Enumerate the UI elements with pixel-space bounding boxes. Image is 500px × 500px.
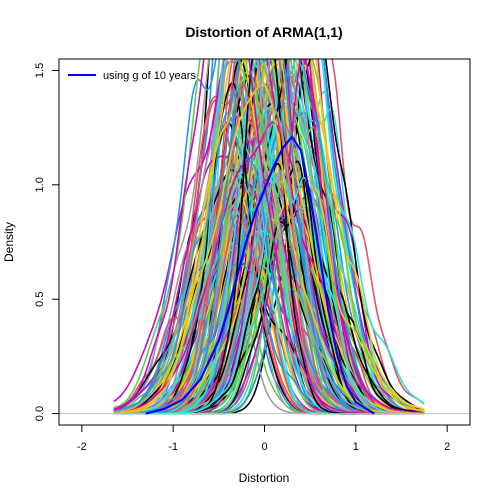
x-tick-label: 0 <box>261 441 267 453</box>
chart-title: Distortion of ARMA(1,1) <box>185 24 342 40</box>
legend: using g of 10 years <box>68 70 196 82</box>
x-tick-label: 1 <box>353 441 359 453</box>
density-curves <box>59 59 470 415</box>
density-curve <box>113 121 425 414</box>
y-tick-label: 0.0 <box>34 406 46 421</box>
x-axis: -2 -1 0 1 2 <box>77 424 450 453</box>
x-tick-label: -1 <box>168 441 178 453</box>
density-curve <box>113 83 425 415</box>
density-curve <box>113 59 425 415</box>
y-tick-label: 0.5 <box>34 292 46 307</box>
legend-label: using g of 10 years <box>103 70 196 82</box>
y-tick-label: 1.0 <box>34 177 46 192</box>
density-curve <box>113 171 425 415</box>
x-axis-label: Distortion <box>239 471 290 485</box>
y-axis-label: Density <box>2 222 16 262</box>
highlight-curve <box>145 135 375 415</box>
highlight-series <box>145 135 375 415</box>
x-tick-label: 2 <box>444 441 450 453</box>
y-tick-label: 1.5 <box>34 63 46 78</box>
x-tick-label: -2 <box>77 441 87 453</box>
y-axis: 0.0 0.5 1.0 1.5 <box>34 63 60 421</box>
